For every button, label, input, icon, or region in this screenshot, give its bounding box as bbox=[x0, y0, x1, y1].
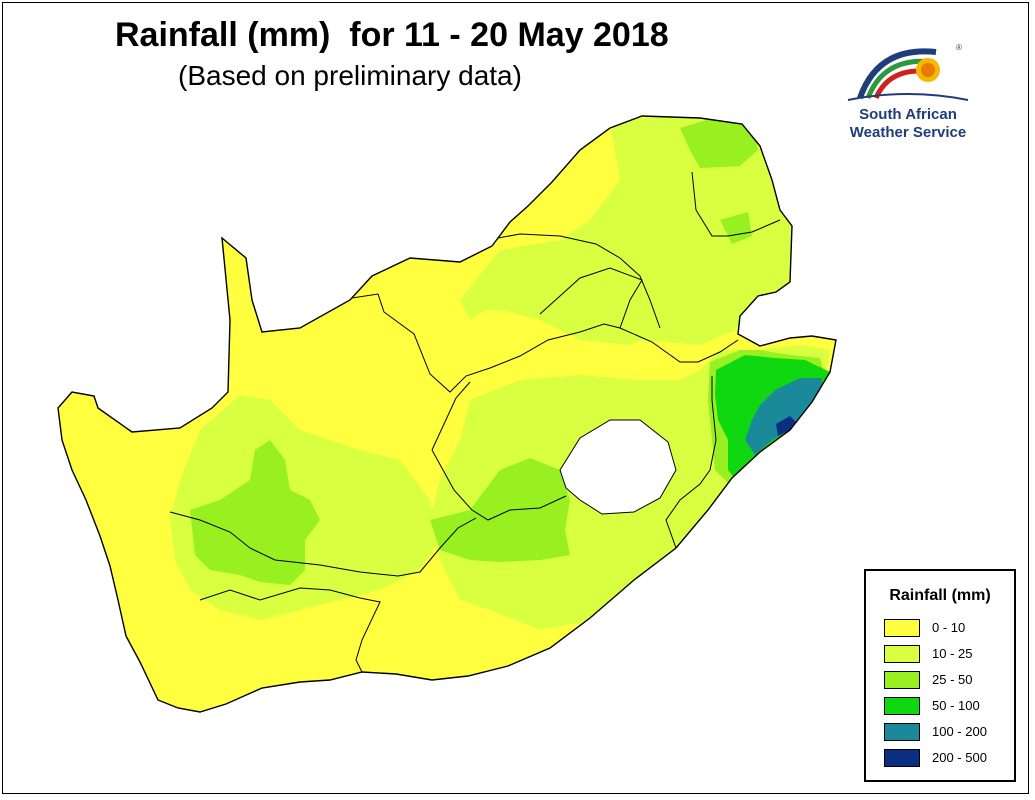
legend-label: 10 - 25 bbox=[932, 646, 973, 661]
legend-label: 50 - 100 bbox=[932, 698, 980, 713]
svg-text:®: ® bbox=[956, 43, 962, 52]
legend-swatch bbox=[884, 619, 920, 637]
legend-swatch bbox=[884, 723, 920, 741]
legend-label: 200 - 500 bbox=[932, 750, 987, 765]
logo-text-line1: South African bbox=[859, 106, 957, 123]
zone-200-500-kzn bbox=[776, 416, 798, 436]
zone-10-25-northwest bbox=[470, 240, 660, 345]
legend-label: 25 - 50 bbox=[932, 672, 973, 687]
lesotho-no-data bbox=[559, 419, 677, 515]
legend-swatch bbox=[884, 671, 920, 689]
map-legend: Rainfall (mm) 0 - 10 10 - 25 25 - 50 50 … bbox=[864, 569, 1016, 782]
zone-25-50-limpopo bbox=[680, 116, 758, 168]
map-title: Rainfall (mm) for 11 - 20 May 2018 bbox=[115, 16, 669, 54]
map-subtitle: (Based on preliminary data) bbox=[178, 60, 522, 91]
legend-swatch bbox=[884, 749, 920, 767]
saws-logo-emblem-icon: ® bbox=[847, 43, 969, 101]
logo-text-line2: Weather Service bbox=[849, 124, 967, 141]
saws-logo: ® South African Weather Service bbox=[838, 40, 978, 141]
legend-label: 0 - 10 bbox=[932, 620, 966, 635]
provincial-borders bbox=[169, 171, 781, 673]
legend-title: Rainfall (mm) bbox=[889, 587, 991, 604]
legend-swatch bbox=[884, 645, 920, 663]
legend-swatch bbox=[884, 697, 920, 715]
zone-25-50-karoo bbox=[190, 440, 320, 585]
legend-label: 100 - 200 bbox=[932, 724, 987, 739]
zone-25-50-eastern-cape bbox=[430, 458, 570, 562]
zone-100-200-kzn bbox=[745, 378, 822, 455]
